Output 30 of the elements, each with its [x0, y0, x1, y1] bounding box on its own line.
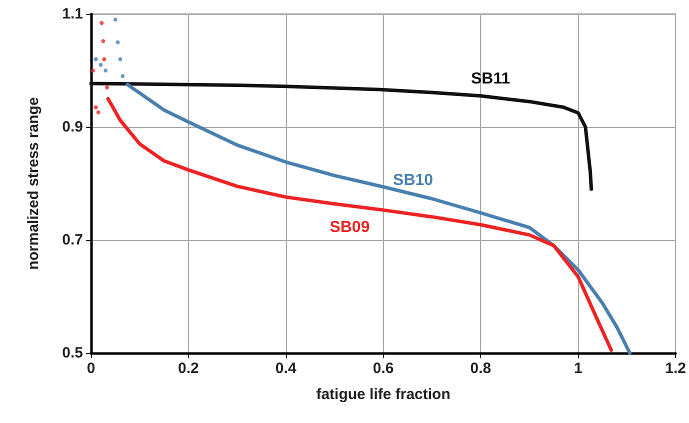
- y-tick-label: 0.7: [62, 232, 83, 248]
- x-tick-label: 0: [86, 360, 96, 377]
- x-tick-label: 1: [574, 360, 582, 377]
- y-tick-label: 0.9: [62, 118, 83, 136]
- point: [101, 39, 106, 44]
- point: [102, 57, 106, 62]
- series-label: SB11: [470, 70, 510, 88]
- series-label: SB09: [330, 219, 370, 236]
- point: [104, 68, 108, 72]
- point: [98, 62, 103, 67]
- point: [120, 74, 125, 78]
- point: [90, 68, 95, 72]
- point: [94, 105, 98, 110]
- point: [118, 57, 122, 62]
- point: [113, 18, 118, 22]
- x-axis-title: fatigue life fraction: [316, 386, 450, 403]
- point: [116, 40, 120, 44]
- point: [96, 110, 100, 114]
- x-tick-label: 1.2: [665, 360, 686, 377]
- series-label: SB10: [393, 172, 434, 190]
- y-axis-title: normalized stress range: [25, 97, 42, 270]
- y-tick-label: 1.1: [62, 6, 83, 22]
- x-tick-label: 0.4: [275, 360, 297, 377]
- x-tick-label: 0.8: [470, 360, 492, 377]
- point: [100, 21, 104, 26]
- point: [105, 85, 110, 90]
- x-tick-label: 0.6: [372, 360, 394, 377]
- y-tick-label: 0.5: [62, 344, 83, 362]
- point: [94, 57, 98, 62]
- x-tick-label: 0.2: [178, 360, 199, 377]
